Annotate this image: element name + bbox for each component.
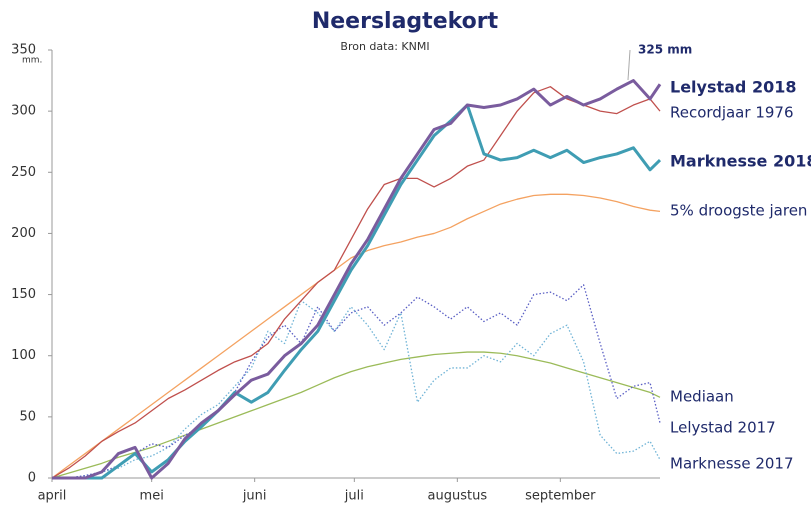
y-unit: mm. bbox=[22, 56, 42, 66]
chart-subtitle: Bron data: KNMI bbox=[340, 40, 429, 53]
x-tick-label: augustus bbox=[428, 489, 488, 504]
legend-label: Marknesse 2018 bbox=[670, 152, 811, 171]
y-tick-label: 100 bbox=[11, 348, 36, 363]
series-line bbox=[52, 300, 661, 479]
y-tick-label: 350 bbox=[11, 43, 36, 58]
x-tick-label: april bbox=[38, 489, 67, 504]
y-tick-label: 150 bbox=[11, 287, 36, 302]
legend-label: Mediaan bbox=[670, 388, 734, 406]
annotation-line bbox=[627, 49, 631, 81]
x-tick-label: juli bbox=[344, 489, 364, 504]
y-tick-label: 250 bbox=[11, 165, 36, 180]
x-tick-label: september bbox=[525, 489, 596, 504]
y-tick-label: 0 bbox=[28, 471, 36, 486]
y-tick-label: 200 bbox=[11, 226, 36, 241]
y-tick-label: 300 bbox=[11, 104, 36, 119]
legend-label: 5% droogste jaren bbox=[670, 202, 807, 220]
x-tick-label: mei bbox=[140, 489, 164, 504]
series-line bbox=[52, 284, 661, 479]
series-line bbox=[52, 103, 662, 480]
series-line bbox=[51, 193, 661, 479]
series-line bbox=[51, 86, 661, 479]
y-tick-label: 50 bbox=[19, 409, 36, 424]
series-line bbox=[51, 351, 661, 479]
legend-label: Recordjaar 1976 bbox=[670, 104, 794, 122]
legend-label: Lelystad 2017 bbox=[670, 419, 776, 437]
series-line bbox=[52, 79, 662, 480]
annotation: 325 mm bbox=[638, 43, 692, 57]
chart-title: Neerslagtekort bbox=[312, 9, 499, 34]
x-tick-label: juni bbox=[242, 489, 267, 504]
legend-label: Marknesse 2017 bbox=[670, 455, 794, 473]
legend-label: Lelystad 2018 bbox=[670, 78, 796, 97]
